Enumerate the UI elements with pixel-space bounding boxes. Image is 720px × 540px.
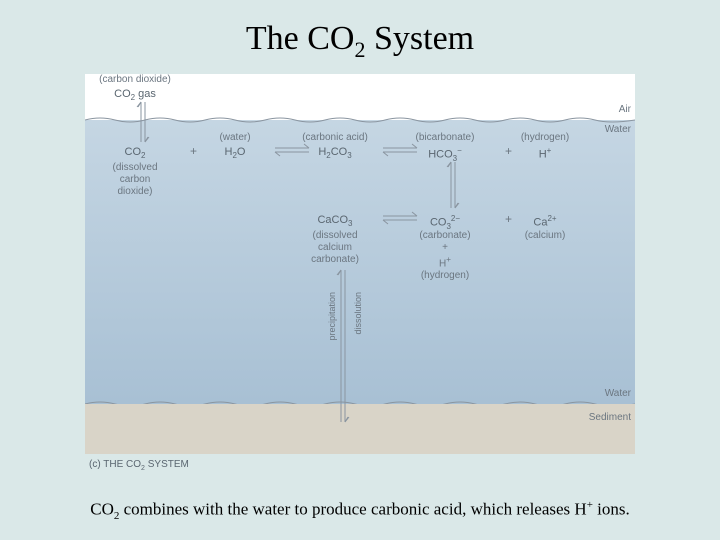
- diagram-container: Air Water Water Sediment (carbon dioxide…: [85, 74, 635, 474]
- co2-diagram: Air Water Water Sediment (carbon dioxide…: [85, 74, 635, 474]
- label-dissolution: dissolution: [353, 292, 363, 335]
- title-pre: The CO: [246, 20, 355, 57]
- label-precipitation: precipitation: [327, 292, 337, 341]
- fig-cap-suf: SYSTEM: [145, 459, 189, 470]
- slide-footer-text: CO2 combines with the water to produce c…: [0, 499, 720, 522]
- slide-title: The CO2 System: [0, 0, 720, 63]
- footer-p1: CO: [90, 500, 114, 519]
- arrows-svg: [85, 74, 635, 474]
- title-post: System: [365, 20, 474, 57]
- fig-cap-pre: (c) THE CO: [89, 459, 141, 470]
- figure-caption: (c) THE CO2 SYSTEM: [89, 459, 189, 472]
- title-sub: 2: [354, 37, 365, 62]
- slide: The CO2 System Air Water Water Sediment …: [0, 0, 720, 540]
- footer-p3: ions.: [593, 500, 630, 519]
- footer-p2: combines with the water to produce carbo…: [119, 500, 586, 519]
